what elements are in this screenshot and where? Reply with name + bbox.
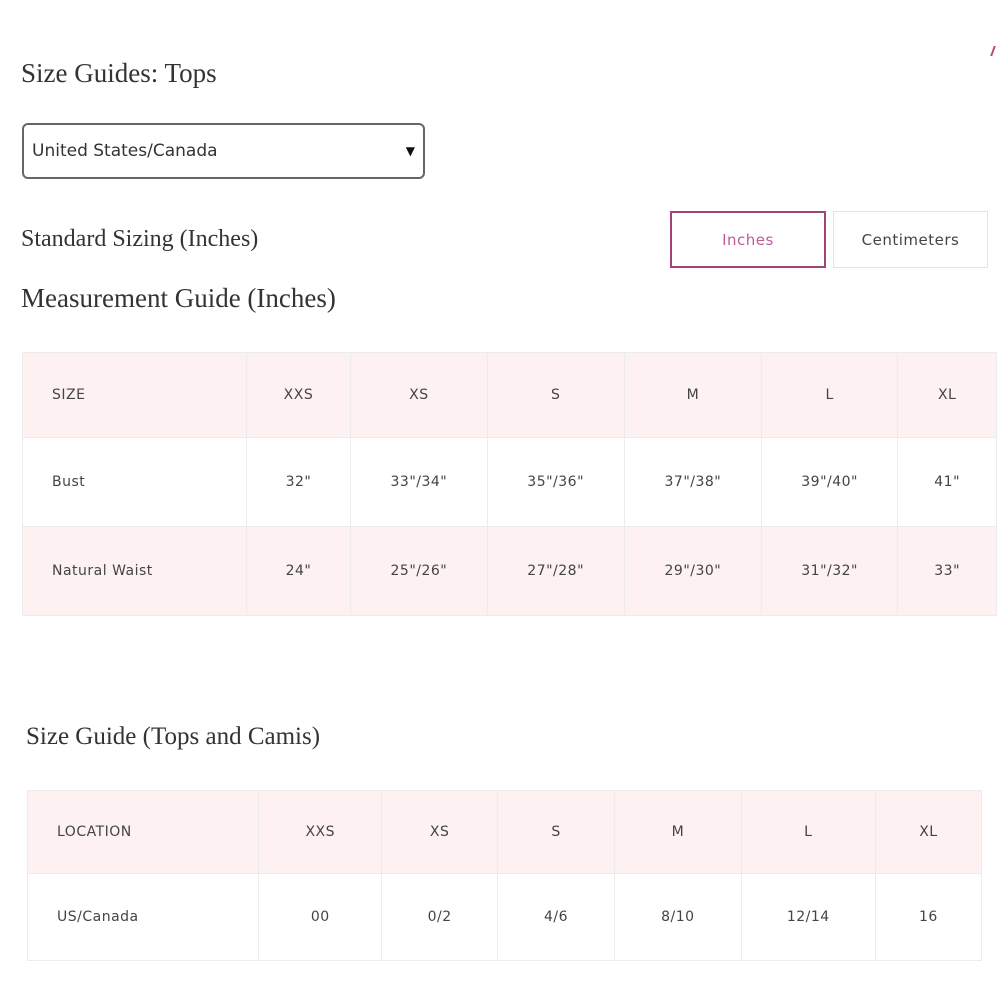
region-select[interactable]: United States/Canada ▼ (22, 123, 425, 179)
table-header-row: LOCATION XXS XS S M L XL (26, 790, 983, 874)
table-cell: 39"/40" (760, 437, 899, 527)
column-header: M (623, 352, 763, 438)
table-cell: Natural Waist (22, 526, 247, 616)
column-header: L (740, 790, 876, 874)
table-cell: 25"/26" (350, 526, 488, 616)
column-header: XXS (245, 352, 352, 438)
table-cell: 27"/28" (486, 526, 625, 616)
table-cell: 33" (897, 526, 997, 616)
table-cell: 32" (245, 437, 352, 527)
page-title: Size Guides: Tops (21, 58, 217, 88)
table-cell: 24" (245, 526, 352, 616)
measurement-guide-heading: Measurement Guide (Inches) (21, 283, 336, 313)
corner-mark (990, 46, 1000, 56)
table-cell: 00 (258, 873, 383, 961)
column-header: LOCATION (26, 790, 260, 874)
column-header: M (613, 790, 742, 874)
column-header: L (760, 352, 899, 438)
table-cell: 37"/38" (623, 437, 763, 527)
table-cell: 16 (874, 873, 983, 961)
column-header: SIZE (22, 352, 247, 438)
table-cell: 31"/32" (760, 526, 899, 616)
table-cell: 8/10 (613, 873, 742, 961)
table-header-row: SIZE XXS XS S M L XL (22, 352, 997, 438)
table-row: Natural Waist 24" 25"/26" 27"/28" 29"/30" 31"… (22, 526, 997, 616)
inches-button[interactable]: Inches (670, 211, 826, 268)
table-cell: US/Canada (26, 873, 260, 961)
table-row: Bust 32" 33"/34" 35"/36" 37"/38" 39"/40" 41" (22, 437, 997, 527)
table-cell: 29"/30" (623, 526, 763, 616)
table-row: US/Canada 00 0/2 4/6 8/10 12/14 16 (26, 873, 983, 961)
caret-down-icon: ▼ (405, 144, 415, 158)
table-cell: 4/6 (497, 873, 615, 961)
centimeters-button[interactable]: Centimeters (833, 211, 988, 268)
table-cell: 35"/36" (486, 437, 625, 527)
column-header: XS (381, 790, 499, 874)
table-cell: 12/14 (740, 873, 876, 961)
table-cell: 0/2 (381, 873, 499, 961)
camis-guide-heading: Size Guide (Tops and Camis) (26, 723, 321, 750)
region-select-value: United States/Canada (32, 141, 218, 161)
column-header: XL (874, 790, 983, 874)
column-header: S (497, 790, 615, 874)
table-cell: 33"/34" (350, 437, 488, 527)
column-header: XS (350, 352, 488, 438)
column-header: XXS (258, 790, 383, 874)
table-cell: Bust (22, 437, 247, 527)
measurement-table: SIZE XXS XS S M L XL Bust 32" 33"/34" 35"/36" 37"/… (22, 352, 997, 616)
standard-sizing-heading: Standard Sizing (Inches) (21, 226, 259, 252)
column-header: XL (897, 352, 997, 438)
table-cell: 41" (897, 437, 997, 527)
column-header: S (486, 352, 625, 438)
camis-size-table: LOCATION XXS XS S M L XL US/Canada 00 0/2 4/6 8/10… (26, 790, 983, 961)
